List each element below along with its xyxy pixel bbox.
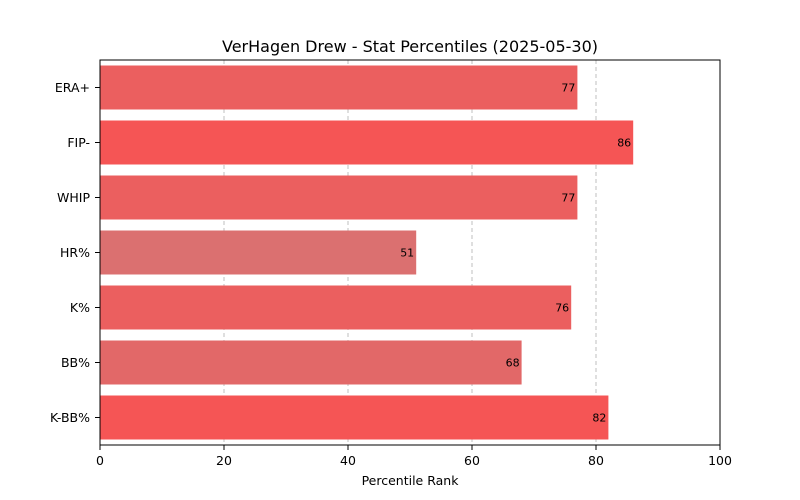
y-tick-label: WHIP: [57, 190, 90, 205]
x-axis-label: Percentile Rank: [362, 473, 460, 488]
bar: [100, 65, 578, 110]
y-tick-label: HR%: [60, 245, 90, 260]
data-label: 76: [555, 302, 569, 315]
x-tick-label: 100: [708, 453, 732, 468]
chart-title: VerHagen Drew - Stat Percentiles (2025-0…: [222, 37, 598, 56]
bar: [100, 230, 417, 275]
bar: [100, 120, 634, 165]
bar: [100, 395, 609, 440]
data-label: 82: [592, 412, 606, 425]
data-label: 68: [506, 357, 520, 370]
data-label: 51: [400, 247, 414, 260]
y-tick-label: K-BB%: [50, 410, 90, 425]
y-tick-label: BB%: [61, 355, 90, 370]
x-tick-label: 40: [340, 453, 356, 468]
x-axis: 0 20 40 60 80 100: [96, 445, 732, 468]
bar: [100, 175, 578, 220]
data-label: 77: [561, 192, 575, 205]
data-label: 86: [617, 137, 631, 150]
bars: [100, 65, 634, 440]
x-tick-label: 0: [96, 453, 104, 468]
bar: [100, 340, 522, 385]
y-tick-label: FIP-: [67, 135, 90, 150]
y-tick-label: K%: [70, 300, 90, 315]
y-tick-label: ERA+: [55, 80, 90, 95]
data-labels: 77 86 77 51 76 68 82: [400, 82, 631, 425]
x-tick-label: 80: [588, 453, 604, 468]
bar: [100, 285, 572, 330]
x-tick-label: 20: [216, 453, 232, 468]
x-tick-label: 60: [464, 453, 480, 468]
y-axis: ERA+ FIP- WHIP HR% K% BB% K-BB%: [50, 80, 100, 425]
data-label: 77: [561, 82, 575, 95]
